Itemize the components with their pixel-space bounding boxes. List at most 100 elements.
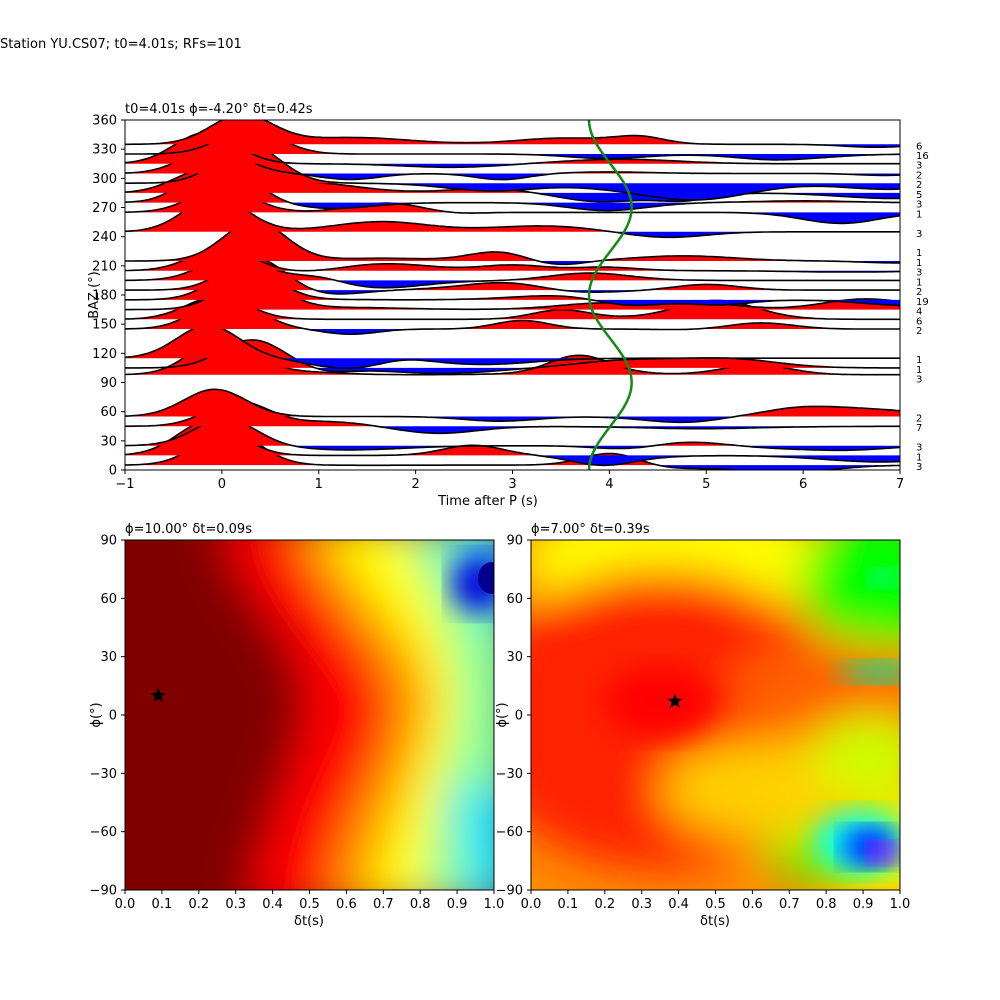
y-tick-label: 360 xyxy=(92,114,117,129)
y-tick-label: 210 xyxy=(92,259,117,274)
y-tick-label: 60 xyxy=(506,592,523,607)
heatmap-right-x-axis: 0.0 0.1 0.2 0.3 0.4 0.5 0.6 0.7 0.8 0.9 1.0 xyxy=(521,890,911,912)
trace-positive-fill xyxy=(125,401,900,427)
y-tick-label: 30 xyxy=(100,434,117,449)
trace-negative-fill xyxy=(125,183,900,200)
trace-count-label: 3 xyxy=(916,375,922,386)
trace-count-label: 3 xyxy=(916,200,922,211)
trace-positive-fill xyxy=(125,144,900,184)
x-tick-label: 0.1 xyxy=(558,897,579,912)
x-tick-label: 0.1 xyxy=(152,897,173,912)
x-tick-label: 3 xyxy=(508,477,516,492)
trace-count-label: 1 xyxy=(916,355,922,366)
trace-negative-fill xyxy=(125,173,900,180)
trace-count-label: 6 xyxy=(916,316,922,327)
y-tick-label: −30 xyxy=(90,767,117,782)
trace-count-label: 1 xyxy=(916,277,922,288)
rf-y-axis-label: BAZ (°) xyxy=(87,271,102,319)
trace-count-label: 3 xyxy=(916,161,922,172)
t0-curve xyxy=(587,120,633,470)
y-tick-label: −90 xyxy=(90,884,117,899)
heatmap-right-x-label: δt(s) xyxy=(700,914,730,929)
x-tick-label: 7 xyxy=(896,477,904,492)
heatmap-left-x-axis: 0.0 0.1 0.2 0.3 0.4 0.5 0.6 0.7 0.8 0.9 1.0 xyxy=(115,890,505,912)
heatmap-left xyxy=(125,540,494,890)
rf-y-axis: 0 30 60 90 120 150 180 210 240 270 300 330 360 xyxy=(92,114,125,479)
trace-positive-fill xyxy=(125,297,900,330)
trace-count-label: 2 xyxy=(916,180,922,191)
x-tick-label: 0 xyxy=(218,477,226,492)
x-tick-label: 1.0 xyxy=(890,897,911,912)
trace-count-label: 4 xyxy=(916,307,922,318)
trace-positive-fill xyxy=(125,221,900,261)
y-tick-label: 0 xyxy=(109,709,117,724)
trace-count-label: 19 xyxy=(916,297,929,308)
grid-search-left-panel: ϕ=10.00° δt=0.09s 0.0 0.1 0.2 0.3 0.4 0.5 0.6 0… xyxy=(89,522,505,929)
rf-gather-panel: t0=4.01s ϕ=-4.20° δt=0.42s −1 0 1 2 3 4 5 6 7 03… xyxy=(87,102,929,509)
trace-count-label: 1 xyxy=(916,258,922,269)
y-tick-label: 90 xyxy=(506,534,523,549)
trace-count-label: 16 xyxy=(916,151,929,162)
x-tick-label: 0.4 xyxy=(262,897,283,912)
rf-trace xyxy=(125,339,900,375)
trace-count-label: 1 xyxy=(916,209,922,220)
y-tick-label: 0 xyxy=(109,464,117,479)
x-tick-label: 0.6 xyxy=(336,897,357,912)
trace-positive-fill xyxy=(125,430,900,466)
trace-negative-fill xyxy=(125,416,900,423)
trace-negative-fill xyxy=(125,455,900,466)
x-tick-label: 0.7 xyxy=(779,897,800,912)
rf-trace xyxy=(125,131,900,169)
x-tick-label: 0.4 xyxy=(668,897,689,912)
y-tick-label: 60 xyxy=(100,405,117,420)
trace-positive-fill xyxy=(125,256,900,281)
y-tick-label: 90 xyxy=(100,534,117,549)
x-tick-label: 0.3 xyxy=(631,897,652,912)
trace-count-label: 6 xyxy=(916,141,922,152)
x-tick-label: 0.0 xyxy=(115,897,136,912)
rf-trace xyxy=(125,196,900,239)
trace-positive-fill xyxy=(125,248,900,271)
x-tick-label: 0.3 xyxy=(225,897,246,912)
trace-positive-fill xyxy=(125,339,900,368)
y-tick-label: 240 xyxy=(92,230,117,245)
y-tick-label: 270 xyxy=(92,201,117,216)
x-tick-label: 0.5 xyxy=(299,897,320,912)
rf-trace xyxy=(125,388,900,424)
rf-trace xyxy=(125,418,900,452)
x-tick-label: 6 xyxy=(799,477,807,492)
y-tick-label: 120 xyxy=(92,347,117,362)
y-tick-label: 150 xyxy=(92,318,117,333)
rf-x-axis: −1 0 1 2 3 4 5 6 7 xyxy=(115,470,904,492)
x-tick-label: 1.0 xyxy=(484,897,505,912)
trace-positive-fill xyxy=(125,418,900,446)
heatmap-right-y-axis: −90 −60 −30 0 30 60 90 xyxy=(496,534,531,899)
heatmap-left-y-label: ϕ(°) xyxy=(89,702,104,727)
trace-negative-fill xyxy=(125,231,900,238)
x-tick-label: 0.9 xyxy=(853,897,874,912)
x-tick-label: 0.2 xyxy=(594,897,615,912)
trace-negative-fill xyxy=(125,465,900,470)
trace-positive-fill xyxy=(125,168,900,193)
rf-x-axis-label: Time after P (s) xyxy=(437,494,538,509)
trace-count-label: 3 xyxy=(916,268,922,279)
y-tick-label: 180 xyxy=(92,289,117,304)
x-tick-label: 0.2 xyxy=(188,897,209,912)
trace-count-label: 1 xyxy=(916,248,922,259)
heatmap-left-x-label: δt(s) xyxy=(294,914,324,929)
rf-panel-title: t0=4.01s ϕ=-4.20° δt=0.42s xyxy=(125,102,313,117)
y-tick-label: 30 xyxy=(100,650,117,665)
x-tick-label: 0.0 xyxy=(521,897,542,912)
trace-negative-fill xyxy=(125,445,900,451)
x-tick-label: 5 xyxy=(702,477,710,492)
x-tick-label: 0.5 xyxy=(705,897,726,912)
trace-count-label: 5 xyxy=(916,190,922,201)
trace-positive-fill xyxy=(125,159,900,203)
x-tick-label: 0.6 xyxy=(742,897,763,912)
trace-positive-fill xyxy=(125,188,900,213)
trace-positive-fill xyxy=(125,337,900,375)
y-tick-label: −60 xyxy=(90,825,117,840)
trace-count-label: 2 xyxy=(916,414,922,425)
